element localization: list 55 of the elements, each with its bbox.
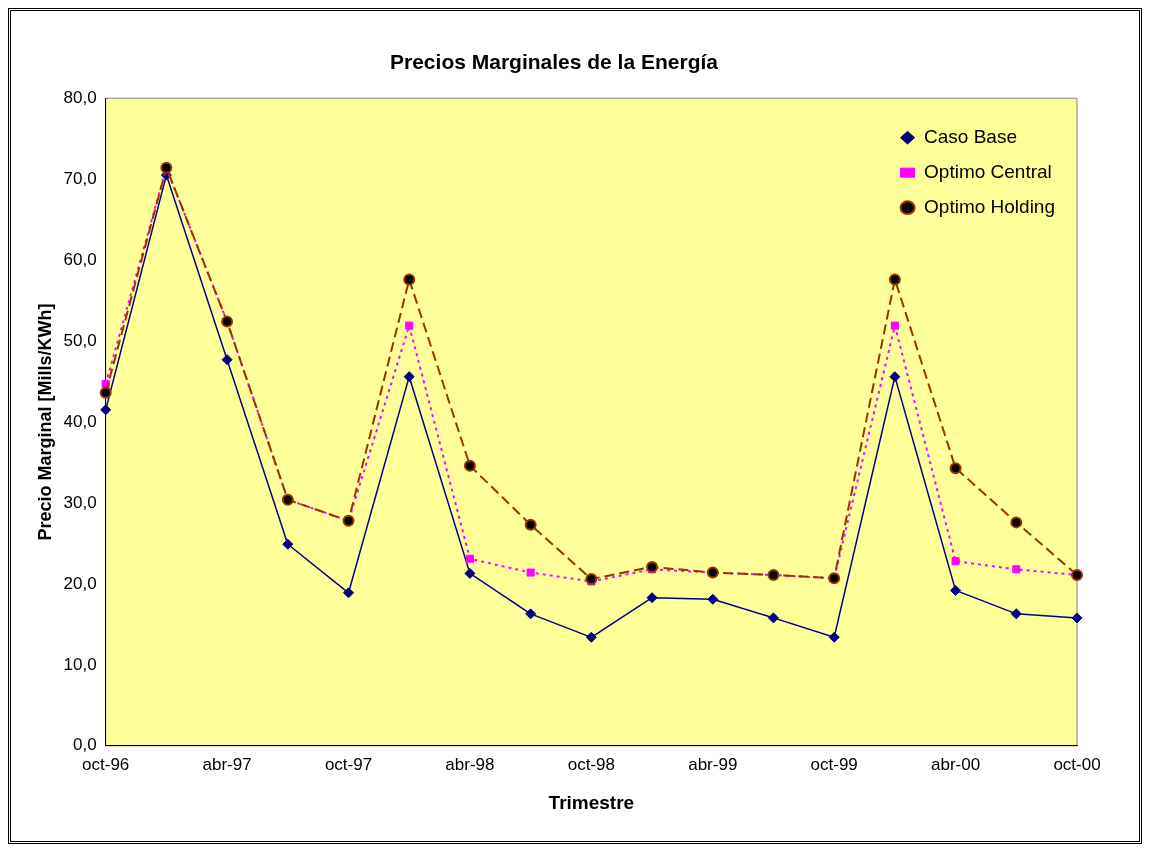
y-tick-label: 20,0 <box>63 573 97 593</box>
x-axis-title: Trimestre <box>548 791 635 813</box>
point <box>950 584 962 596</box>
chart-title: Precios Marginales de la Energía <box>390 50 719 74</box>
point <box>282 538 294 550</box>
legend-label: Optimo Central <box>924 160 1052 182</box>
x-tick-label: oct-98 <box>567 754 615 774</box>
legend-label: Optimo Holding <box>924 195 1055 217</box>
point <box>464 567 476 579</box>
point <box>949 462 962 475</box>
y-tick-label: 60,0 <box>63 249 97 269</box>
y-tick-label: 30,0 <box>63 492 97 512</box>
point <box>585 573 598 586</box>
y-axis-title: Precio Marginal [Mills/KWh] <box>34 303 55 541</box>
point <box>463 459 476 472</box>
x-tick-label: oct-00 <box>1053 754 1101 774</box>
y-tick-label: 70,0 <box>63 168 97 188</box>
point <box>343 587 355 599</box>
point <box>828 631 840 643</box>
point <box>1012 565 1021 574</box>
point <box>524 518 537 531</box>
point <box>1010 608 1022 620</box>
x-tick-label: abr-97 <box>202 754 252 774</box>
point <box>707 593 719 605</box>
y-tick-label: 10,0 <box>63 654 97 674</box>
x-tick-label: abr-98 <box>445 754 495 774</box>
point <box>1071 612 1083 624</box>
point <box>646 560 659 573</box>
point <box>221 354 233 366</box>
x-tick-label: oct-96 <box>82 754 130 774</box>
point <box>890 321 899 330</box>
x-tick-label: abr-00 <box>931 754 981 774</box>
point <box>465 554 474 563</box>
legend-label: Caso Base <box>924 125 1017 147</box>
x-tick-label: abr-99 <box>688 754 738 774</box>
x-tick-label: oct-97 <box>324 754 373 774</box>
point <box>585 631 597 643</box>
point <box>646 592 658 604</box>
point <box>100 404 112 416</box>
y-tick-label: 80,0 <box>63 87 97 107</box>
y-tick-label: 0,0 <box>73 735 97 755</box>
x-tick-label: oct-99 <box>810 754 858 774</box>
point <box>403 273 416 286</box>
point <box>889 371 901 383</box>
point <box>405 321 414 330</box>
point <box>403 371 415 383</box>
point <box>525 608 537 620</box>
y-tick-label: 50,0 <box>63 330 97 350</box>
point <box>526 568 535 577</box>
point <box>888 273 901 286</box>
point <box>99 386 112 399</box>
point <box>1010 516 1023 529</box>
point <box>951 557 960 566</box>
y-tick-label: 40,0 <box>63 411 97 431</box>
point <box>767 612 779 624</box>
